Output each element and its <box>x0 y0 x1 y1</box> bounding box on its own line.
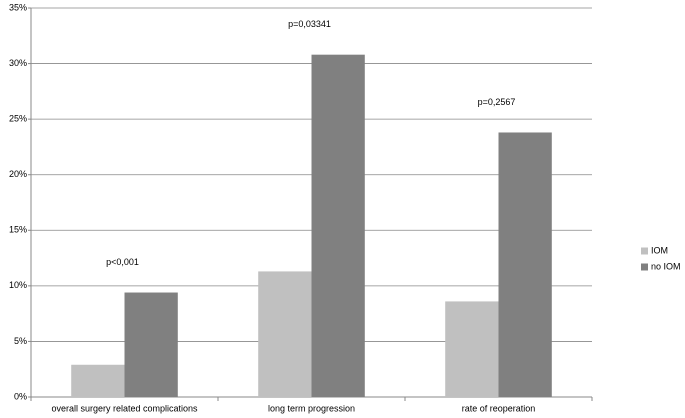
y-tick-label: 0% <box>14 391 27 401</box>
y-tick-label: 35% <box>9 2 27 12</box>
annotation: p=0,2567 <box>478 97 516 107</box>
bar <box>498 132 552 398</box>
bar <box>124 292 178 397</box>
legend-swatch <box>641 263 648 271</box>
annotation: p=0,03341 <box>288 19 331 29</box>
bar <box>445 301 499 397</box>
y-tick-label: 10% <box>9 280 27 290</box>
y-tick-label: 5% <box>14 336 27 346</box>
y-tick-label: 30% <box>9 58 27 68</box>
y-tick-label: 15% <box>9 225 27 235</box>
legend-swatch <box>641 247 648 255</box>
y-tick-label: 20% <box>9 169 27 179</box>
legend-label: IOM <box>651 245 668 255</box>
bar <box>258 271 312 397</box>
annotation: p<0,001 <box>106 257 139 267</box>
bar <box>71 364 125 397</box>
legend-label: no IOM <box>651 261 681 271</box>
x-tick-label: long term progression <box>268 403 355 413</box>
x-tick-label: overall surgery related complications <box>51 403 198 413</box>
x-tick-label: rate of reoperation <box>462 403 536 413</box>
y-tick-label: 25% <box>9 114 27 124</box>
bar <box>311 54 365 398</box>
